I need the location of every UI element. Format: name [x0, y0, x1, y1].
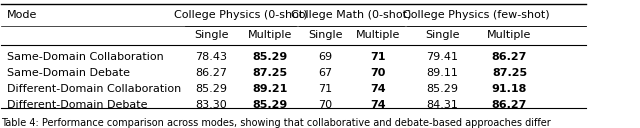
Text: 70: 70 — [318, 100, 332, 110]
Text: 86.27: 86.27 — [492, 100, 527, 110]
Text: 85.29: 85.29 — [252, 52, 287, 62]
Text: Single: Single — [194, 30, 228, 40]
Text: Single: Single — [425, 30, 460, 40]
Text: Same-Domain Collaboration: Same-Domain Collaboration — [6, 52, 163, 62]
Text: Table 4: Performance comparison across modes, showing that collaborative and deb: Table 4: Performance comparison across m… — [1, 118, 550, 128]
Text: 89.21: 89.21 — [252, 84, 287, 94]
Text: 87.25: 87.25 — [252, 68, 287, 78]
Text: 74: 74 — [370, 84, 386, 94]
Text: College Physics (few-shot): College Physics (few-shot) — [403, 10, 550, 20]
Text: College Math (0-shot): College Math (0-shot) — [291, 10, 412, 20]
Text: Same-Domain Debate: Same-Domain Debate — [6, 68, 129, 78]
Text: 86.27: 86.27 — [195, 68, 227, 78]
Text: Mode: Mode — [6, 10, 37, 20]
Text: 71: 71 — [370, 52, 386, 62]
Text: 79.41: 79.41 — [426, 52, 458, 62]
Text: 87.25: 87.25 — [492, 68, 527, 78]
Text: 86.27: 86.27 — [492, 52, 527, 62]
Text: 83.30: 83.30 — [195, 100, 227, 110]
Text: College Physics (0-shot): College Physics (0-shot) — [173, 10, 307, 20]
Text: 67: 67 — [318, 68, 332, 78]
Text: 74: 74 — [370, 100, 386, 110]
Text: 69: 69 — [318, 52, 332, 62]
Text: 70: 70 — [371, 68, 386, 78]
Text: 89.11: 89.11 — [426, 68, 458, 78]
Text: Single: Single — [308, 30, 342, 40]
Text: Multiple: Multiple — [487, 30, 532, 40]
Text: Multiple: Multiple — [248, 30, 292, 40]
Text: 85.29: 85.29 — [426, 84, 458, 94]
Text: 71: 71 — [318, 84, 332, 94]
Text: 78.43: 78.43 — [195, 52, 227, 62]
Text: 85.29: 85.29 — [195, 84, 227, 94]
Text: 91.18: 91.18 — [492, 84, 527, 94]
Text: Different-Domain Debate: Different-Domain Debate — [6, 100, 147, 110]
Text: Multiple: Multiple — [356, 30, 400, 40]
Text: 85.29: 85.29 — [252, 100, 287, 110]
Text: 84.31: 84.31 — [426, 100, 458, 110]
Text: Different-Domain Collaboration: Different-Domain Collaboration — [6, 84, 180, 94]
